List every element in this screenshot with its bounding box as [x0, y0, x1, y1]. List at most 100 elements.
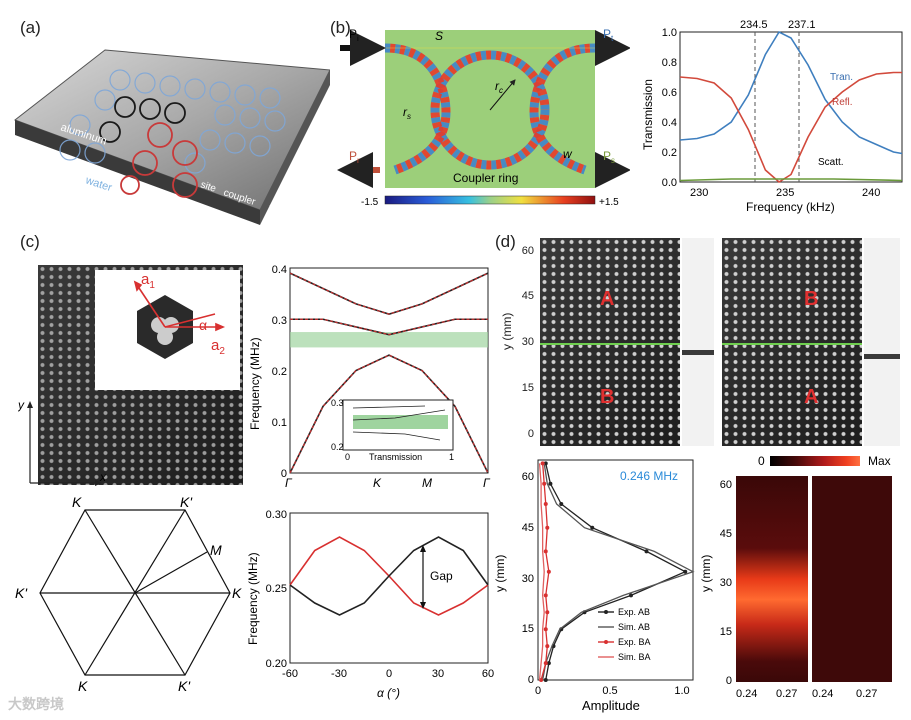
- amp-xtick-1: 0.5: [602, 685, 617, 697]
- a1-sub: 1: [149, 280, 155, 291]
- amp-series-simab: [542, 463, 695, 681]
- gap-symbol: S: [435, 29, 443, 43]
- amp-xtick-0: 0: [535, 685, 541, 697]
- c-unit-cell-inset: a1 a2 α: [95, 270, 240, 390]
- band-xtick-M: M: [422, 476, 432, 490]
- marker-label-2: 237.1: [788, 19, 816, 31]
- b-xtick-1: 235: [776, 187, 794, 199]
- band-line-dashed-1: [290, 318, 488, 336]
- svg-text:Pr: Pr: [349, 149, 360, 165]
- amp-ytick-2: 30: [522, 573, 534, 585]
- d-photo-ytick-4: 60: [521, 245, 534, 257]
- d-photo-ba-side: [864, 238, 900, 446]
- d-photo-ba: B A: [722, 238, 862, 446]
- gap-ytick-0: 0.20: [266, 658, 287, 670]
- d-photo-ytick-3: 45: [521, 290, 534, 302]
- amp-ytick-1: 15: [522, 623, 534, 635]
- b-ytick-5: 1.0: [662, 27, 677, 39]
- gap-xtick-3: 30: [432, 668, 444, 680]
- amp-point: [629, 593, 633, 598]
- amp-series-simba: [538, 463, 545, 681]
- b-ytick-0: 0.0: [662, 177, 677, 189]
- port-i-label: P: [349, 27, 357, 41]
- bz-Kp-left: K': [15, 585, 28, 601]
- heat-colorbar-max: Max: [868, 454, 891, 468]
- band-ytick-3: 0.3: [272, 315, 287, 327]
- svg-text:Pi: Pi: [349, 27, 359, 43]
- heat-ytick-3: 45: [720, 528, 732, 540]
- svg-text:Pt: Pt: [603, 27, 614, 43]
- heat-xtick-l0: 0.24: [736, 688, 757, 700]
- port-t-sub: t: [611, 34, 614, 43]
- heatmap-ba: [812, 476, 892, 682]
- legend-sim-ba: Sim. BA: [618, 652, 651, 662]
- rc-sub: c: [499, 86, 503, 95]
- heatmap-ab: [736, 476, 808, 682]
- band-xtick-gamma-2: Γ: [483, 476, 491, 490]
- amp-point: [545, 644, 550, 649]
- bz-Kp-bottom-right: K': [178, 678, 191, 694]
- label-site-1: site: [199, 179, 218, 194]
- width-symbol: w: [563, 147, 573, 161]
- inset-xlabel: Transmission: [369, 452, 422, 462]
- amp-point: [590, 525, 595, 530]
- legend-exp-ba: Exp. BA: [618, 637, 651, 647]
- c-axes: y x: [18, 398, 107, 486]
- bz-K-right: K: [232, 585, 242, 601]
- inset-curve: [352, 405, 446, 441]
- d-photo-ytick-0: 0: [527, 428, 534, 440]
- legend-exp-ab: Exp. AB: [618, 607, 650, 617]
- amp-xtick-2: 1.0: [674, 685, 689, 697]
- amp-frame: [537, 459, 694, 681]
- bz-K-bottom-left: K: [78, 678, 88, 694]
- band-line-dashed-2: [289, 272, 489, 315]
- heat-ylabel: y (mm): [700, 555, 713, 592]
- band-ytick-4: 0.4: [272, 264, 287, 276]
- b-ytick-3: 0.6: [662, 87, 677, 99]
- panel-a-label: (a): [20, 18, 41, 37]
- b-ytick-4: 0.8: [662, 57, 677, 69]
- gap-xtick-4: 60: [482, 668, 494, 680]
- bz-Kp-top-right: K': [180, 495, 193, 510]
- gap-ylabel: Frequency (MHz): [246, 552, 260, 645]
- label-site-2: site: [267, 201, 286, 216]
- legend-sim-ab: Sim. AB: [618, 622, 650, 632]
- d-photo-ab: A B: [540, 238, 680, 446]
- band-ytick-1: 0.1: [272, 417, 287, 429]
- band-xtick-gamma-1: Γ: [285, 476, 293, 490]
- gap-arrowheads: [420, 545, 426, 609]
- svg-text:a2: a2: [211, 337, 225, 357]
- amp-point: [683, 569, 688, 574]
- port-i-sub: i: [357, 34, 359, 43]
- amp-point: [545, 525, 550, 530]
- c-band-structure-chart: 0.3 0.2 0 1 Transmission 0 0.1 0.2 0.3 0…: [248, 264, 491, 490]
- port-s-label: P: [603, 149, 611, 163]
- band-ytick-0: 0: [281, 468, 287, 480]
- heat-ytick-2: 30: [720, 577, 732, 589]
- heat-ytick-1: 15: [720, 626, 732, 638]
- d-photo-ab-bottom: B: [600, 386, 615, 408]
- band-gap-shade: [290, 332, 488, 348]
- svg-text:a1: a1: [141, 271, 155, 291]
- d-photo-yaxis: y (mm) 0 15 30 45 60: [500, 240, 538, 450]
- b-series-refl: [679, 71, 902, 183]
- panel-a-device: aluminum water site coupler site: [13, 49, 330, 225]
- band-xtick-K: K: [373, 476, 382, 490]
- d-photo-ylabel: y (mm): [500, 312, 514, 350]
- svg-text:Ps: Ps: [603, 149, 615, 165]
- a1-label: a: [141, 271, 150, 288]
- amp-point: [542, 481, 547, 486]
- svg-text:rc: rc: [495, 79, 503, 95]
- a2-sub: 2: [219, 346, 225, 357]
- panel-c-label: (c): [20, 232, 40, 251]
- b-ytick-1: 0.2: [662, 147, 677, 159]
- amp-point: [559, 502, 564, 506]
- d-photo-ba-bottom: A: [804, 386, 819, 408]
- amp-point: [543, 661, 548, 666]
- amp-point: [546, 569, 551, 574]
- colorbar-min: -1.5: [361, 197, 379, 208]
- rs-sub: s: [407, 112, 411, 121]
- b-series-tran: [679, 30, 903, 155]
- gap-xlabel: α (°): [377, 686, 400, 700]
- axis-y-label: y: [18, 398, 25, 412]
